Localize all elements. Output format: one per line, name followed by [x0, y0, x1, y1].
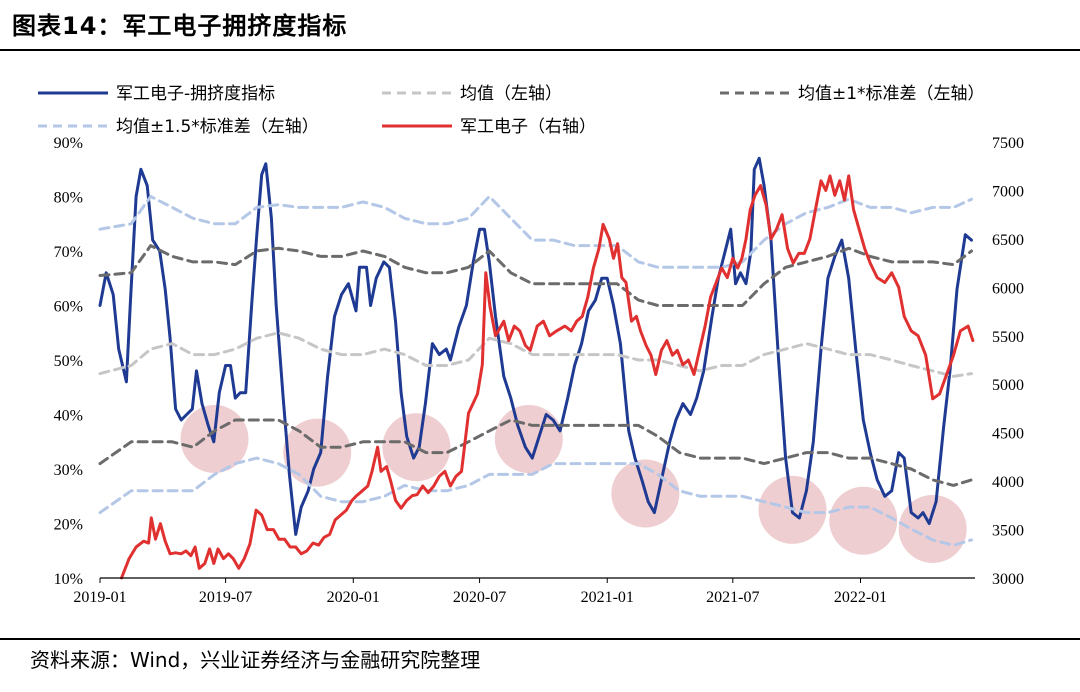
- left-tick-label: 70%: [54, 244, 83, 261]
- highlight-circle-3: [382, 413, 451, 482]
- right-tick-label: 3000: [992, 571, 1024, 588]
- series-line-2: [98, 331, 973, 378]
- figure-title: 图表14：军工电子拥挤度指标: [12, 12, 348, 40]
- legend-label: 军工电子-拥挤度指标: [116, 84, 275, 104]
- series-line-1: [98, 156, 973, 536]
- right-tick-label: 3500: [992, 523, 1024, 540]
- series-line-7: [120, 174, 975, 580]
- series-line-3: [98, 244, 973, 307]
- highlight-circles: [180, 405, 967, 563]
- left-tick-label: 60%: [54, 299, 83, 316]
- series-line-6: [98, 456, 973, 547]
- x-tick-label: 2019-07: [199, 589, 252, 606]
- title-divider: [0, 49, 1080, 51]
- legend: 军工电子-拥挤度指标 均值（左轴） 均值±1*标准差（左轴） 均值±1.5*标准差（左…: [38, 84, 985, 137]
- x-tick-label: 2021-01: [581, 589, 634, 606]
- left-tick-label: 80%: [54, 190, 83, 207]
- x-tick-label: 2020-07: [453, 589, 506, 606]
- right-tick-label: 7500: [992, 135, 1024, 152]
- highlight-circle-7: [829, 486, 898, 555]
- left-tick-label: 50%: [54, 353, 83, 370]
- highlight-circle-8: [898, 494, 967, 563]
- x-tick-label: 2022-01: [834, 589, 887, 606]
- axes: 2019-01 2019-07 2020-01 2020-07 2021-01 2021-…: [54, 135, 1024, 606]
- source-note: 资料来源：Wind，兴业证券经济与金融研究院整理: [30, 648, 481, 672]
- x-tick-label: 2021-07: [706, 589, 759, 606]
- source-divider: [0, 638, 1080, 640]
- left-tick-label: 90%: [54, 135, 83, 152]
- crowding-line-chart: 2019-01 2019-07 2020-01 2020-07 2021-01 2021-…: [38, 84, 1024, 606]
- x-tick-label: 2019-01: [73, 589, 126, 606]
- series-line-4: [98, 418, 973, 487]
- right-tick-label: 6500: [992, 232, 1024, 249]
- legend-label: 均值±1*标准差（左轴）: [798, 84, 985, 104]
- right-tick-label: 4500: [992, 426, 1024, 443]
- legend-label: 均值（左轴）: [460, 84, 562, 104]
- right-tick-label: 6000: [992, 280, 1024, 297]
- right-tick-label: 7000: [992, 183, 1024, 200]
- series-lines: [98, 156, 975, 580]
- right-tick-label: 5500: [992, 329, 1024, 346]
- series-line-5: [98, 195, 973, 269]
- legend-label: 军工电子（右轴）: [460, 117, 596, 137]
- left-tick-label: 10%: [54, 571, 83, 588]
- right-tick-label: 5000: [992, 377, 1024, 394]
- left-tick-label: 20%: [54, 517, 83, 534]
- right-tick-label: 4000: [992, 474, 1024, 491]
- highlight-circle-2: [283, 418, 352, 487]
- highlight-circle-4: [494, 405, 563, 474]
- left-tick-label: 30%: [54, 462, 83, 479]
- legend-label: 均值±1.5*标准差（左轴）: [116, 117, 319, 137]
- left-tick-label: 40%: [54, 408, 83, 425]
- x-tick-label: 2020-01: [327, 589, 380, 606]
